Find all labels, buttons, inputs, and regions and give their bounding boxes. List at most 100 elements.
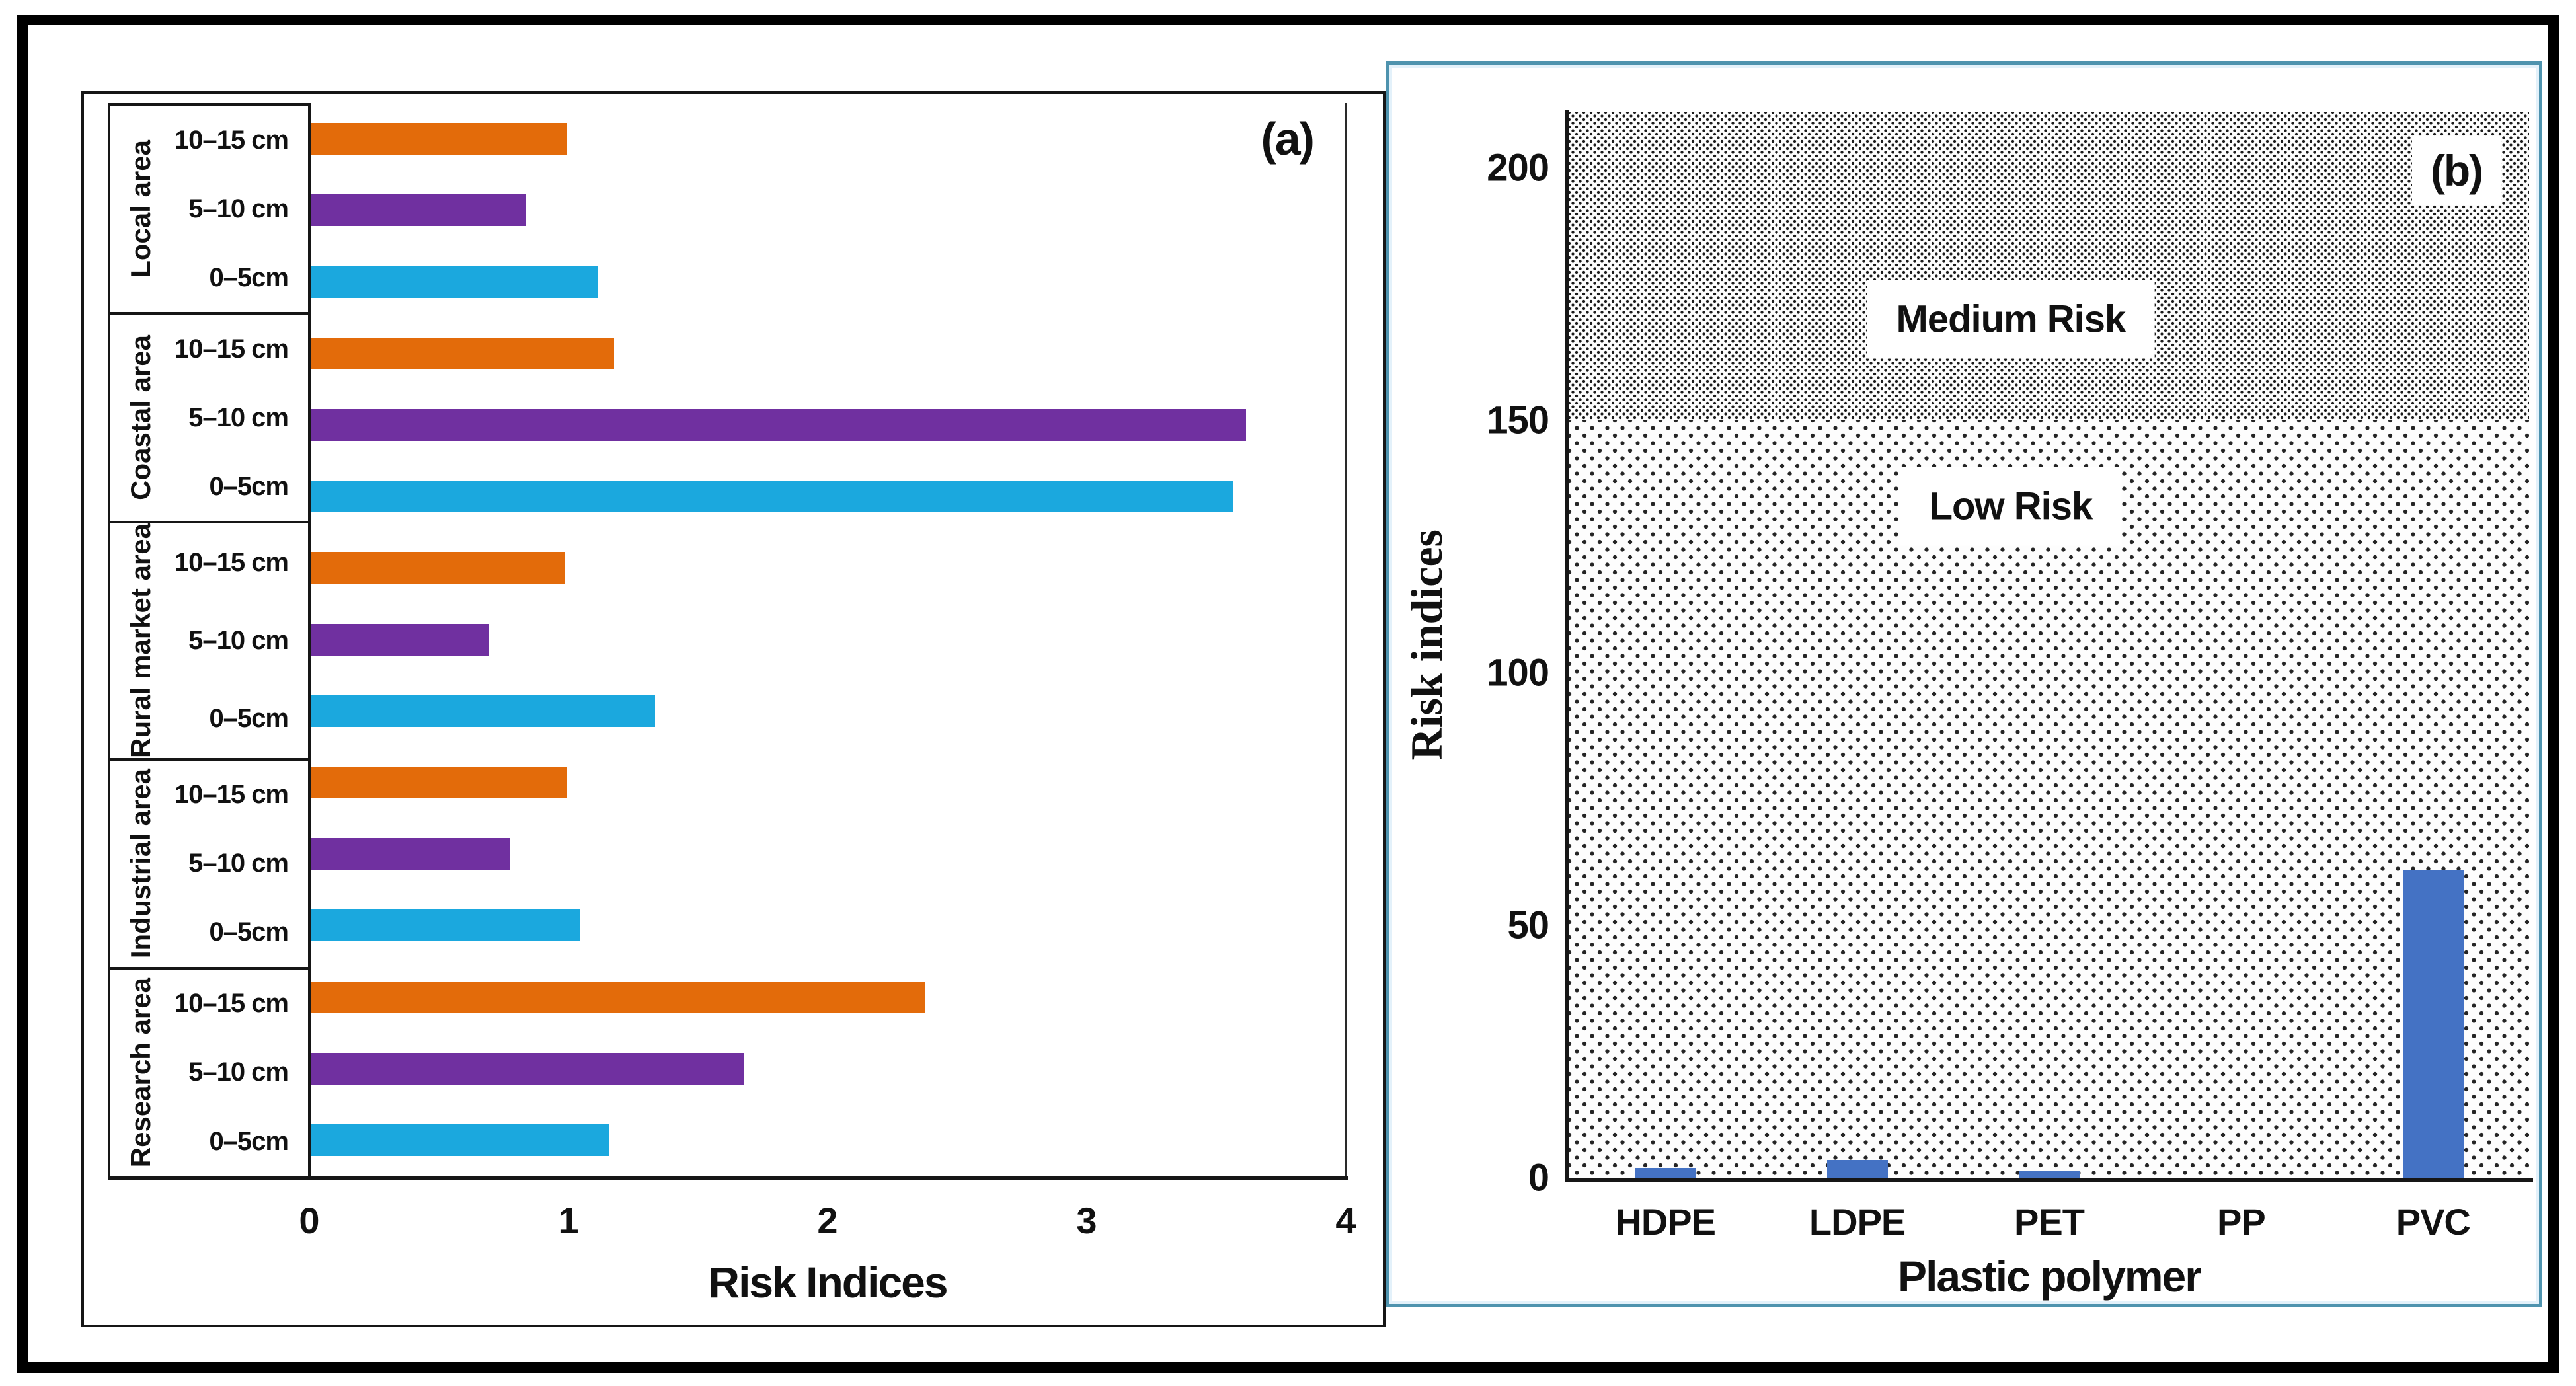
bar-10-15-cm — [308, 766, 567, 798]
category-label-hdpe: HDPE — [1615, 1201, 1716, 1243]
depth-tick-label: 0–5cm — [209, 262, 289, 292]
bar-10-15-cm — [308, 981, 925, 1013]
y-tick-label: 150 — [1487, 399, 1549, 442]
panel-a-plot-area — [308, 103, 1345, 1176]
bar-hdpe — [1635, 1167, 1696, 1178]
bar-5-10-cm — [308, 1052, 744, 1085]
bar-pvc — [2402, 869, 2464, 1178]
panel-b-y-axis-line — [1565, 110, 1569, 1182]
x-tick-label: 1 — [558, 1200, 579, 1241]
panel-b: Risk indices Medium Risk Low Risk HDPE LD… — [1386, 61, 2542, 1307]
zone-low-risk-label: Low Risk — [1900, 467, 2122, 546]
bar-row — [308, 890, 1345, 961]
panel-a-x-tick-labels: 0 1 2 3 4 — [299, 1199, 1356, 1245]
category-label-pvc: PVC — [2396, 1201, 2471, 1243]
area-group-label-box: Local area 10–15 cm 5–10 cm 0–5cm — [110, 103, 308, 312]
depth-tick-label: 0–5cm — [209, 704, 289, 734]
depth-tick-label: 0–5cm — [209, 917, 289, 947]
y-tick-label: 50 — [1507, 904, 1549, 947]
depth-tick-label: 10–15 cm — [174, 334, 289, 364]
y-tick-label: 200 — [1487, 146, 1549, 190]
bar-ldpe — [1826, 1160, 1888, 1178]
depth-tick-label: 0–5cm — [209, 1126, 289, 1156]
area-group-label-box: Coastal area 10–15 cm 5–10 cm 0–5cm — [110, 312, 308, 521]
depth-labels: 10–15 cm 5–10 cm 0–5cm — [171, 106, 308, 312]
panel-a-x-axis-title: Risk Indices — [708, 1258, 948, 1307]
depth-tick-label: 5–10 cm — [188, 403, 289, 432]
panel-b-x-axis-line — [1565, 1178, 2533, 1182]
depth-tick-label: 0–5cm — [209, 471, 289, 501]
bar-row — [308, 246, 1345, 317]
depth-labels: 10–15 cm 5–10 cm 0–5cm — [171, 523, 308, 758]
bar-row — [308, 389, 1345, 461]
area-label: Industrial area — [110, 761, 171, 967]
area-group-label-box: Rural market area 10–15 cm 5–10 cm 0–5cm — [110, 521, 308, 758]
category-label-pp: PP — [2217, 1201, 2266, 1243]
x-tick-label: 3 — [1076, 1200, 1097, 1241]
depth-labels: 10–15 cm 5–10 cm 0–5cm — [171, 761, 308, 967]
y-tick-label: 100 — [1487, 651, 1549, 695]
depth-tick-label: 5–10 cm — [188, 194, 289, 223]
panel-a: (a) Local area 10–15 cm 5–10 cm 0–5cm Coasta… — [81, 91, 1386, 1327]
depth-tick-label: 10–15 cm — [174, 547, 289, 577]
bar-row — [308, 174, 1345, 246]
bar-0-5cm — [308, 695, 656, 727]
x-tick-label: 4 — [1335, 1200, 1356, 1241]
bar-10-15-cm — [308, 337, 614, 369]
bar-0-5cm — [308, 909, 580, 942]
x-tick-label: 2 — [817, 1200, 838, 1241]
bar-10-15-cm — [308, 552, 565, 584]
area-group-label-box: Research area 10–15 cm 5–10 cm 0–5cm — [110, 966, 308, 1176]
bar-0-5cm — [308, 266, 599, 298]
depth-tick-label: 5–10 cm — [188, 849, 289, 878]
bar-row — [308, 318, 1345, 389]
bar-row — [308, 461, 1345, 532]
bar-5-10-cm — [308, 623, 490, 656]
area-label: Rural market area — [110, 523, 171, 758]
bar-row — [308, 1104, 1345, 1176]
area-label: Coastal area — [110, 315, 171, 521]
panel-b-y-axis-title-text: Risk indices — [1401, 529, 1452, 761]
zone-low-risk — [1569, 420, 2529, 1178]
panel-b-tag: (b) — [2412, 136, 2501, 205]
bar-0-5cm — [308, 1124, 609, 1156]
depth-labels: 10–15 cm 5–10 cm 0–5cm — [171, 315, 308, 521]
depth-tick-label: 5–10 cm — [188, 626, 289, 655]
depth-tick-label: 5–10 cm — [188, 1058, 289, 1087]
bar-row — [308, 603, 1345, 675]
panel-b-y-axis-title: Risk indices — [1401, 112, 1453, 1178]
zone-medium-risk-label: Medium Risk — [1867, 280, 2155, 359]
bar-0-5cm — [308, 481, 1233, 513]
bar-5-10-cm — [308, 408, 1247, 441]
bar-row — [308, 1033, 1345, 1104]
panel-b-x-axis-title: Plastic polymer — [1898, 1252, 2202, 1301]
bar-10-15-cm — [308, 123, 567, 155]
area-label: Research area — [110, 970, 171, 1176]
x-tick-label: 0 — [299, 1200, 320, 1241]
zone-medium-risk — [1569, 112, 2529, 421]
depth-tick-label: 10–15 cm — [174, 125, 289, 155]
bar-5-10-cm — [308, 194, 526, 227]
area-label-text: Rural market area — [125, 523, 156, 758]
area-group-label-box: Industrial area 10–15 cm 5–10 cm 0–5cm — [110, 757, 308, 967]
area-label-text: Industrial area — [125, 769, 156, 959]
area-label: Local area — [110, 106, 171, 312]
panel-b-category-labels: HDPE LDPE PET PP PVC — [1569, 1200, 2529, 1247]
bar-row — [308, 818, 1345, 890]
area-label-text: Coastal area — [125, 335, 156, 500]
bar-row — [308, 532, 1345, 603]
bar-pet — [2019, 1170, 2080, 1178]
y-tick-label: 0 — [1528, 1156, 1549, 1200]
bar-5-10-cm — [308, 838, 510, 870]
panel-b-plot-area: Medium Risk Low Risk — [1569, 112, 2529, 1178]
depth-tick-label: 10–15 cm — [174, 989, 289, 1019]
panel-a-x-axis-line — [108, 1176, 1348, 1180]
bar-row — [308, 961, 1345, 1032]
panel-a-tag: (a) — [1261, 113, 1315, 165]
panel-a-chart: Local area 10–15 cm 5–10 cm 0–5cm Coastal ar… — [108, 103, 1345, 1176]
panel-a-category-axis: Local area 10–15 cm 5–10 cm 0–5cm Coastal ar… — [108, 103, 308, 1176]
area-label-text: Local area — [125, 140, 156, 278]
panel-a-y-axis-line — [308, 103, 311, 1176]
panel-a-plot-right-border — [1345, 103, 1347, 1176]
